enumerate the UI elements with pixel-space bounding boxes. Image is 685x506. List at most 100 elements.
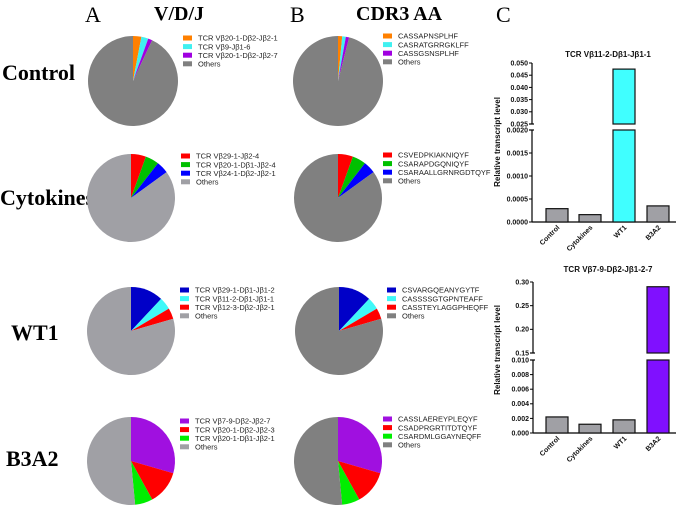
pie-slice [338,461,381,500]
pie-slice [294,154,382,242]
pie-legend: CSVARGQEANYGYTFCASSSSGTGPNTEAFFCASSTEYLA… [387,286,489,321]
panel-letter-c: C [496,2,511,27]
bar [578,214,602,223]
pie-slice [131,156,158,198]
y-tick-label: 0.25 [515,303,529,310]
y-tick-label: 0.006 [511,387,529,394]
legend-swatch [387,313,396,319]
legend-label: TCR Vβ29-1-Dβ1-Jβ1-2 [195,286,275,295]
pie-slice [86,417,136,506]
legend-swatch [180,418,189,424]
pie-slice [338,461,360,505]
legend-swatch [180,296,189,302]
panel-letter-a: A [85,2,101,27]
pie-slice [295,287,384,376]
legend-label: CSARAPDGQNIQYF [398,159,469,168]
y-tick-label: 0.0015 [507,150,529,157]
pie-slice [131,416,176,474]
legend-label: Others [195,443,218,452]
y-tick-label: 0.004 [511,401,529,408]
panel-letter-b: B [290,2,305,27]
legend-label: Others [398,177,421,186]
bar-lower-segment [646,359,670,434]
legend-swatch [181,170,190,176]
pie-legend: CASSAPNSPLHFCASRATGRRGKLFFCASSGSNSPLHFOt… [383,32,469,67]
legend-swatch [181,153,190,159]
legend-swatch [180,304,189,310]
legend-swatch [383,161,392,167]
legend-swatch [183,61,192,67]
pie-slice [86,154,175,242]
legend-swatch [383,50,392,56]
pie-slice [338,36,346,81]
legend-label: TCR Vβ11-2-Dβ1-Jβ1-1 [195,294,274,303]
legend-label: CSARDMLGGAYNEQFF [398,432,482,441]
y-tick-label: 0.025 [510,121,528,128]
legend-swatch [383,59,392,65]
pie-slice [339,287,370,331]
pie-slice [87,36,178,126]
pie-slice [339,308,382,331]
legend-swatch [180,313,189,319]
y-tick-label: 0.20 [515,327,529,334]
y-tick-label: 0.0010 [507,173,529,180]
legend-label: TCR Vβ20-1-Dβ2-Jβ2-7 [198,51,278,60]
pie-slice [131,298,169,331]
legend-swatch [387,287,396,293]
pie-chart-b-cytokines: CSVEDPKIAKNIQYFCSARAPDGQNIQYFCSARAALLGRN… [294,151,491,242]
legend-swatch [383,442,392,448]
bar-chart-2: TCR Vβ7-9-Dβ2-Jβ1-2-7 Relative transcript… [493,265,676,464]
legend-swatch [181,179,190,185]
legend-swatch [383,425,392,431]
x-tick-label: B3A2 [645,224,663,242]
legend-label: CASRATGRRGKLFF [398,40,469,49]
legend-label: TCR Vβ24-1-Dβ2-Jβ2-1 [196,169,276,178]
column-title-cdr3: CDR3 AA [356,3,443,25]
bar [578,423,602,434]
row-label-wt1: WT1 [11,320,59,345]
y-tick-label: 0.045 [510,73,528,80]
column-title-vdj: V/D/J [154,3,204,25]
legend-label: Others [196,178,219,187]
legend-swatch [387,304,396,310]
legend-label: CASSGSNSPLHF [398,49,459,58]
legend-swatch [180,427,189,433]
y-axis-label: Relative transcript level [493,97,502,187]
legend-swatch [387,296,396,302]
x-tick-label: Control [539,435,562,458]
legend-label: Others [398,441,421,450]
legend-swatch [383,169,392,175]
legend-label: TCR Vβ7-9-Dβ2-Jβ2-7 [195,417,270,426]
bar-upper-segment [646,286,670,354]
x-tick-label: Cytokines [566,435,595,464]
y-tick-label: 0.040 [510,85,528,92]
pie-slice [131,308,174,331]
row-label-b3a2: B3A2 [6,446,59,471]
legend-label: CASSSSGTGPNTEAFF [402,294,483,303]
bar [545,208,569,223]
y-tick-label: 0.030 [510,109,528,116]
x-tick-label: WT1 [613,435,628,450]
legend-swatch [383,42,392,48]
legend-swatch [383,33,392,39]
bar [545,416,569,434]
pie-chart-b-b3a2: CASSLAEREYPLEQYFCSADPRGRTITDTQYFCSARDMLG… [293,415,482,505]
pie-slice [131,461,153,505]
legend-swatch [383,178,392,184]
legend-label: Others [402,312,425,321]
pie-slice [338,154,353,198]
legend-label: TCR Vβ20-1-Dβ2-Jβ2-1 [198,34,278,43]
y-tick-label: 0.050 [510,60,528,67]
x-tick-label: B3A2 [645,435,663,453]
legend-label: TCR Vβ9-Jβ1-6 [198,42,250,51]
legend-swatch [183,35,192,41]
pie-slice [292,35,384,127]
legend-label: TCR Vβ20-1-Dβ2-Jβ2-3 [195,425,275,434]
row-label-control: Control [2,60,75,85]
legend-label: CSVEDPKIAKNIQYF [398,151,469,160]
pie-chart-b-wt1: CSVARGQEANYGYTFCASSSSGTGPNTEAFFCASSTEYLA… [295,286,489,376]
pie-slice [338,36,350,81]
y-tick-label: 0.008 [511,372,529,379]
